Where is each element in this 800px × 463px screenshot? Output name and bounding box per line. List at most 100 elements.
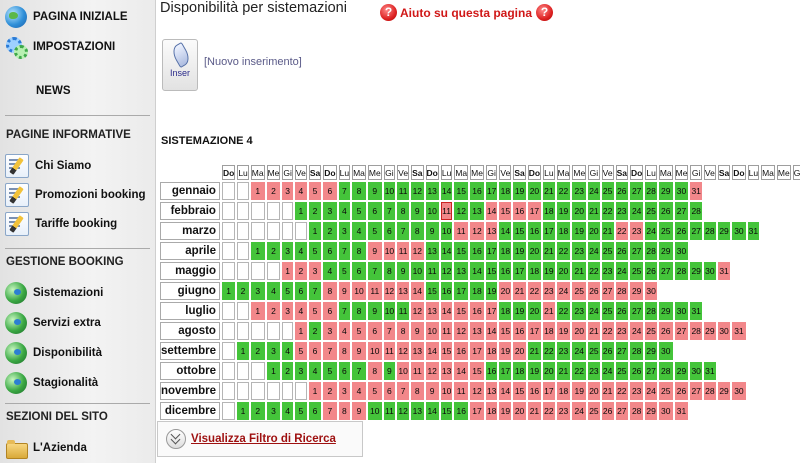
day-cell-occupied[interactable]: 29	[703, 322, 716, 340]
day-cell-available[interactable]: 20	[588, 222, 600, 240]
day-cell-occupied[interactable]: 14	[454, 362, 469, 380]
day-cell-available[interactable]: 24	[588, 182, 600, 200]
day-cell-available[interactable]: 19	[572, 222, 587, 240]
day-cell-available[interactable]: 18	[527, 262, 542, 280]
day-cell-available[interactable]: 7	[383, 202, 396, 220]
day-cell-available[interactable]: 17	[499, 362, 512, 380]
day-cell-occupied[interactable]: 7	[323, 402, 337, 420]
day-cell-occupied[interactable]: 16	[513, 202, 526, 220]
search-filter-toggle[interactable]: Visualizza Filtro di Ricerca	[157, 421, 363, 457]
day-cell-available[interactable]: 2	[282, 362, 293, 380]
day-cell-available[interactable]: 18	[556, 222, 571, 240]
day-cell-occupied[interactable]: 22	[527, 282, 542, 300]
day-cell-available[interactable]: 24	[588, 242, 600, 260]
day-cell-occupied[interactable]: 15	[470, 362, 484, 380]
day-cell-occupied[interactable]: 24	[572, 402, 587, 420]
day-cell-occupied[interactable]: 20	[588, 382, 600, 400]
day-cell-available[interactable]: 16	[470, 242, 484, 260]
day-cell-occupied[interactable]: 18	[485, 342, 498, 360]
day-cell-available[interactable]: 6	[308, 402, 322, 420]
sidebar-item-servizi-extra[interactable]: Servizi extra	[5, 311, 101, 335]
new-entry-button[interactable]: Inser	[162, 39, 198, 91]
new-entry-link[interactable]: [Nuovo inserimento]	[204, 56, 302, 68]
day-cell-occupied[interactable]: 18	[543, 322, 555, 340]
day-cell-available[interactable]: 3	[266, 402, 281, 420]
day-cell-occupied[interactable]: 18	[556, 382, 571, 400]
day-cell-available[interactable]: 27	[630, 302, 644, 320]
help-link[interactable]: ? Aiuto su questa pagina ?	[380, 4, 554, 21]
day-cell-available[interactable]: 18	[543, 202, 555, 220]
day-cell-available[interactable]: 27	[645, 362, 657, 380]
day-cell-available[interactable]: 26	[615, 182, 628, 200]
day-cell-occupied[interactable]: 26	[588, 282, 600, 300]
day-cell-occupied[interactable]: 31	[717, 262, 731, 280]
day-cell-occupied[interactable]: 1	[282, 262, 293, 280]
day-cell-available[interactable]: 20	[527, 242, 542, 260]
day-cell-available[interactable]: 12	[454, 202, 469, 220]
day-cell-available[interactable]: 25	[645, 202, 657, 220]
day-cell-available[interactable]: 5	[282, 282, 293, 300]
day-cell-available[interactable]: 31	[747, 222, 760, 240]
day-cell-available[interactable]: 6	[323, 242, 337, 260]
day-cell-available[interactable]: 8	[383, 262, 396, 280]
day-cell-occupied[interactable]: 29	[717, 382, 731, 400]
day-cell-occupied[interactable]: 22	[601, 322, 614, 340]
day-cell-available[interactable]: 21	[527, 342, 542, 360]
day-cell-occupied[interactable]: 6	[323, 182, 337, 200]
day-cell-available[interactable]: 20	[572, 202, 587, 220]
day-cell-occupied[interactable]: 1	[250, 302, 265, 320]
day-cell-available[interactable]: 13	[454, 262, 469, 280]
day-cell-occupied[interactable]: 28	[615, 282, 628, 300]
day-cell-available[interactable]: 22	[543, 342, 555, 360]
day-cell-available[interactable]: 4	[352, 222, 366, 240]
day-cell-available[interactable]: 25	[658, 222, 673, 240]
day-cell-occupied[interactable]: 6	[308, 342, 322, 360]
day-cell-available[interactable]: 5	[308, 242, 322, 260]
day-cell-occupied[interactable]: 30	[732, 382, 746, 400]
day-cell-occupied[interactable]: 1	[308, 382, 322, 400]
day-cell-occupied[interactable]: 11	[411, 362, 424, 380]
day-cell-occupied[interactable]: 20	[499, 282, 512, 300]
day-cell-available[interactable]: 23	[615, 202, 628, 220]
day-cell-occupied[interactable]: 5	[294, 342, 307, 360]
day-cell-available[interactable]: 23	[572, 242, 587, 260]
day-cell-available[interactable]: 12	[411, 182, 424, 200]
day-cell-available[interactable]: 29	[690, 262, 702, 280]
day-cell-occupied[interactable]: 5	[308, 302, 322, 320]
day-cell-occupied[interactable]: 8	[338, 402, 351, 420]
sidebar-item-azienda[interactable]: L'Azienda	[5, 436, 87, 460]
day-cell-occupied[interactable]: 22	[615, 222, 628, 240]
day-cell-available[interactable]: 20	[543, 362, 555, 380]
day-cell-occupied[interactable]: 17	[470, 342, 484, 360]
day-cell-occupied[interactable]: 5	[308, 182, 322, 200]
day-cell-occupied[interactable]: 13	[440, 362, 453, 380]
day-cell-occupied[interactable]: 17	[543, 382, 555, 400]
day-cell-occupied[interactable]: 25	[645, 322, 657, 340]
day-cell-available[interactable]: 5	[352, 202, 366, 220]
day-cell-available[interactable]: 17	[485, 242, 498, 260]
day-cell-available[interactable]: 21	[543, 182, 555, 200]
day-cell-available[interactable]: 12	[440, 262, 453, 280]
day-cell-available[interactable]: 13	[425, 182, 439, 200]
day-cell-occupied[interactable]: 13	[425, 302, 439, 320]
day-cell-available[interactable]: 21	[588, 202, 600, 220]
day-cell-occupied[interactable]: 2	[266, 302, 281, 320]
day-cell-available[interactable]: 20	[556, 262, 571, 280]
day-cell-available[interactable]: 24	[615, 262, 628, 280]
day-cell-occupied[interactable]: 22	[543, 402, 555, 420]
day-cell-occupied[interactable]: 19	[499, 342, 512, 360]
day-cell-available[interactable]: 2	[323, 222, 337, 240]
day-cell-available[interactable]: 27	[674, 202, 689, 220]
day-cell-occupied[interactable]: 9	[425, 382, 439, 400]
day-cell-available[interactable]: 29	[645, 342, 657, 360]
day-cell-available[interactable]: 4	[323, 262, 337, 280]
day-cell-occupied[interactable]: 9	[411, 322, 424, 340]
day-cell-available[interactable]: 1	[294, 202, 307, 220]
sidebar-item-tariffe[interactable]: Tariffe booking	[5, 212, 117, 236]
day-cell-occupied[interactable]: 27	[601, 282, 614, 300]
day-cell-available[interactable]: 10	[383, 302, 396, 320]
day-cell-occupied[interactable]: 11	[397, 242, 410, 260]
day-cell-available[interactable]: 28	[658, 362, 673, 380]
day-cell-available[interactable]: 1	[237, 342, 249, 360]
day-cell-available[interactable]: 30	[674, 242, 689, 260]
